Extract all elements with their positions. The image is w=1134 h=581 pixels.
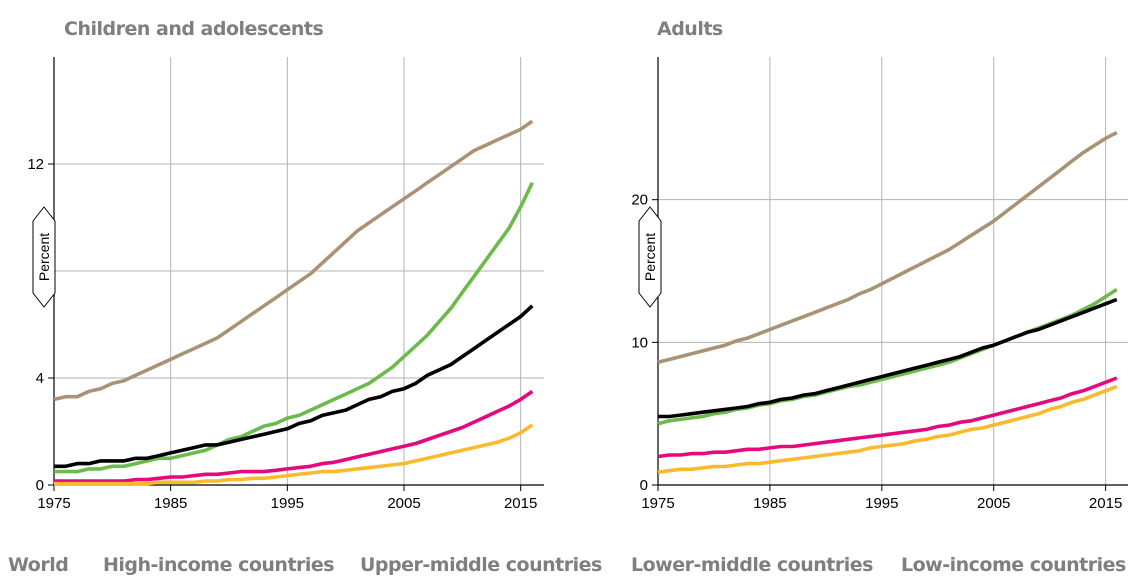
y-tick-label: 20: [631, 192, 648, 209]
y-tick-label: 0: [640, 477, 648, 494]
legend-item-world: World: [8, 554, 68, 576]
y-tick-label: 12: [27, 156, 44, 173]
y-tick-label: 10: [631, 334, 648, 351]
x-tick-label: 2005: [977, 495, 1010, 512]
series-line-upper: [54, 181, 534, 474]
legend: World High-income countries Upper-middle c…: [8, 554, 1126, 576]
x-tick-label: 1985: [753, 495, 786, 512]
y-tick-label: 4: [36, 370, 44, 387]
series-line-high: [657, 130, 1118, 365]
series-line-low: [657, 384, 1118, 474]
panel-title: Children and adolescents: [64, 18, 323, 40]
y-axis-label: Percent: [642, 233, 658, 281]
legend-item-high: High-income countries: [103, 554, 334, 576]
panel-title: Adults: [657, 18, 723, 40]
adults-panel: Adults 1975 1985 1995 2005 2015 0 10 20 Percent: [631, 18, 1128, 512]
series-line-low: [54, 423, 534, 486]
x-tick-label: 2015: [504, 495, 537, 512]
ylabel-badge: [32, 206, 56, 308]
legend-item-upper: Upper-middle countries: [360, 554, 602, 576]
legend-item-lower: Lower-middle countries: [631, 554, 873, 576]
series-line-world: [658, 297, 1118, 419]
series-line-lower: [657, 376, 1118, 459]
x-tick-label: 1995: [271, 495, 304, 512]
series-line-high: [53, 119, 534, 402]
y-axis-label: Percent: [36, 233, 52, 281]
series-line-lower: [54, 389, 534, 483]
children-adolescents-panel: Children and adolescents 1975 1985 1995 2005…: [27, 18, 544, 512]
x-tick-label: 2015: [1089, 495, 1122, 512]
x-tick-label: 1975: [37, 495, 70, 512]
y-tick-label: 0: [36, 477, 44, 494]
series-line-upper: [657, 287, 1118, 426]
x-tick-label: 1975: [641, 495, 674, 512]
series-line-world: [54, 304, 534, 469]
x-tick-label: 1985: [154, 495, 187, 512]
x-tick-label: 1995: [865, 495, 898, 512]
ylabel-badge: [638, 206, 662, 308]
x-tick-label: 2005: [387, 495, 420, 512]
legend-item-low: Low-income countries: [901, 554, 1126, 576]
